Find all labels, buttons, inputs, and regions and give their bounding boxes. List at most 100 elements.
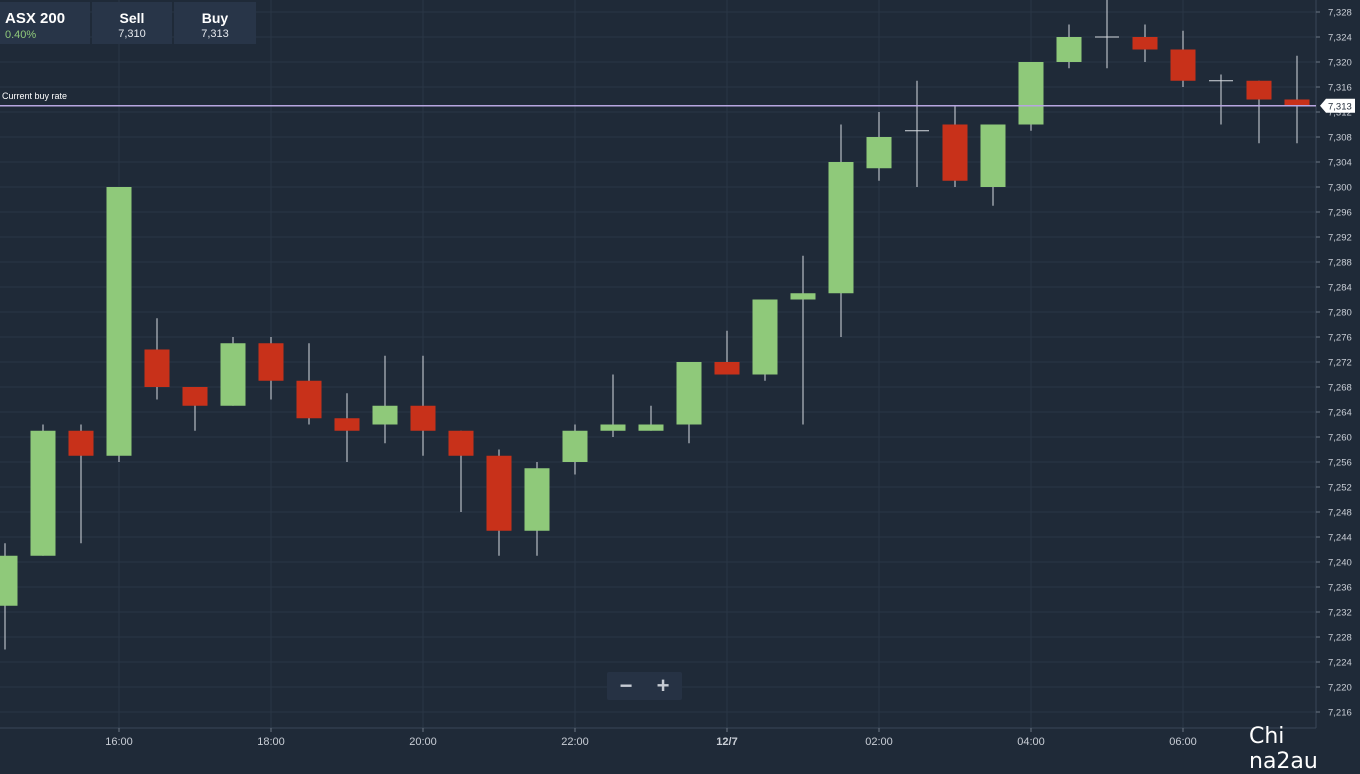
candle-up[interactable]	[372, 355, 398, 444]
candle-down[interactable]	[68, 424, 94, 544]
candle-up[interactable]	[676, 362, 702, 444]
candle-up[interactable]	[1018, 62, 1044, 131]
x-tick-label: 16:00	[105, 736, 133, 748]
x-tick-label: 02:00	[865, 736, 893, 748]
y-tick-label: 7,256	[1328, 458, 1352, 469]
candle-down[interactable]	[1284, 55, 1310, 144]
candle-body	[1246, 80, 1272, 100]
candle-body	[448, 430, 474, 456]
x-tick-label: 22:00	[561, 736, 589, 748]
candle-up[interactable]	[866, 112, 892, 181]
candle-body	[1284, 99, 1310, 106]
candle-body	[790, 293, 816, 300]
candle-body	[106, 187, 132, 456]
candle-up[interactable]	[905, 80, 929, 187]
candle-up[interactable]	[1209, 74, 1233, 125]
candle-down[interactable]	[144, 318, 170, 400]
candle-body	[1132, 37, 1158, 50]
candle-up[interactable]	[30, 424, 56, 556]
instrument-panel[interactable]: ASX 200 0.40%	[0, 2, 90, 44]
sell-value: 7,310	[118, 28, 146, 40]
y-tick-label: 7,296	[1328, 208, 1352, 219]
candle-up[interactable]	[828, 124, 854, 338]
candle-down[interactable]	[334, 393, 360, 462]
zoom-out-button[interactable]: −	[619, 673, 633, 698]
y-tick-label: 7,292	[1328, 233, 1352, 244]
candle-down[interactable]	[258, 337, 284, 400]
candle-down[interactable]	[410, 355, 436, 456]
candle-body	[258, 343, 284, 381]
candle-up[interactable]	[790, 255, 816, 425]
candle-body	[334, 418, 360, 431]
candle-body	[562, 430, 588, 462]
y-tick-label: 7,260	[1328, 433, 1352, 444]
x-tick-label: 04:00	[1017, 736, 1045, 748]
y-tick-label: 7,252	[1328, 483, 1352, 494]
candle-down[interactable]	[942, 105, 968, 187]
y-tick-label: 7,300	[1328, 183, 1352, 194]
x-axis: 16:00 18:00 20:00 22:00 12/7 02:00 04:00 06:00	[0, 727, 1316, 748]
zoom-controls: − +	[607, 672, 682, 700]
candle-body	[410, 405, 436, 431]
candle-body	[714, 362, 740, 375]
y-tick-label: 7,216	[1328, 708, 1352, 719]
candle-down[interactable]	[486, 449, 512, 556]
candle-body	[68, 430, 94, 456]
sell-label: Sell	[119, 10, 145, 26]
candle-down[interactable]	[1132, 24, 1158, 63]
candle-body	[182, 387, 208, 406]
current-buy-rate-label: Current buy rate	[2, 91, 68, 101]
candle-up[interactable]	[1095, 0, 1119, 69]
candle-up[interactable]	[638, 405, 664, 431]
candle-up[interactable]	[980, 124, 1006, 206]
candle-up[interactable]	[600, 374, 626, 438]
y-tick-label: 7,244	[1328, 533, 1352, 544]
candle-body	[600, 424, 626, 431]
candle-up[interactable]	[106, 187, 132, 462]
candle-body	[0, 555, 18, 606]
x-tick-label: 12/7	[716, 736, 737, 748]
change-percent: 0.40%	[5, 29, 37, 41]
y-tick-label: 7,228	[1328, 633, 1352, 644]
y-tick-label: 7,232	[1328, 608, 1352, 619]
candle-down[interactable]	[182, 387, 208, 431]
y-tick-label: 7,236	[1328, 583, 1352, 594]
current-rate-tag	[1320, 98, 1355, 113]
candle-down[interactable]	[296, 343, 322, 425]
y-tick-label: 7,272	[1328, 358, 1352, 369]
candles	[0, 0, 1310, 650]
x-tick-label: 20:00	[409, 736, 437, 748]
candle-body	[638, 424, 664, 431]
candle-up[interactable]	[1056, 24, 1082, 69]
candle-body	[1018, 62, 1044, 125]
candle-down[interactable]	[1246, 80, 1272, 144]
watermark: Chi na2au	[1249, 724, 1318, 774]
candle-up[interactable]	[524, 462, 550, 556]
candle-down[interactable]	[714, 330, 740, 375]
zoom-in-button[interactable]: +	[656, 673, 670, 698]
y-tick-label: 7,248	[1328, 508, 1352, 519]
candle-down[interactable]	[448, 430, 474, 512]
candle-body	[1056, 37, 1082, 62]
y-tick-label: 7,280	[1328, 308, 1352, 319]
x-tick-label: 06:00	[1169, 736, 1197, 748]
candle-body	[220, 343, 246, 406]
candle-up[interactable]	[0, 543, 18, 650]
y-tick-label: 7,284	[1328, 283, 1352, 294]
x-tick-label: 18:00	[257, 736, 285, 748]
buy-button[interactable]: Buy 7,313	[174, 2, 256, 44]
candlestick-chart: 16:00 18:00 20:00 22:00 12/7 02:00 04:00 06:00 …	[0, 0, 1355, 748]
candle-body	[676, 362, 702, 425]
y-tick-label: 7,312	[1328, 108, 1352, 119]
candle-up[interactable]	[752, 299, 778, 381]
candle-body	[942, 124, 968, 181]
candle-down[interactable]	[1170, 30, 1196, 87]
buy-label: Buy	[201, 10, 229, 26]
y-axis: 7,216 7,220 7,224 7,228 7,232 7,236 7,240 7,244…	[1315, 0, 1352, 728]
candle-body	[866, 137, 892, 169]
candle-up[interactable]	[562, 424, 588, 475]
sell-button[interactable]: Sell 7,310	[92, 2, 172, 44]
candle-up[interactable]	[220, 337, 246, 406]
y-tick-label: 7,324	[1328, 33, 1352, 44]
y-tick-label: 7,316	[1328, 83, 1352, 94]
